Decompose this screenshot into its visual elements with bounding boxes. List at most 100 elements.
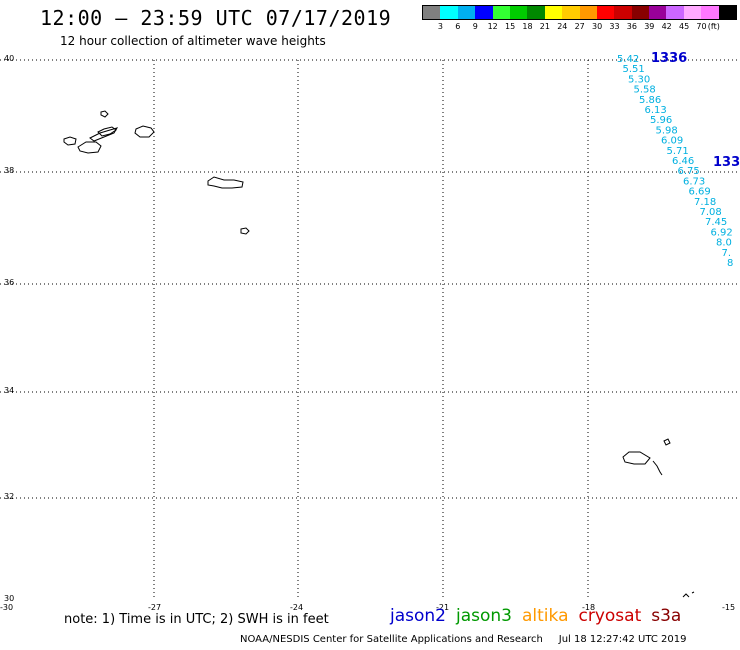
color-scale-label: 21 — [539, 22, 550, 31]
color-scale-label: 3 — [437, 22, 443, 31]
wave-height-reading: 5.51 — [623, 64, 645, 75]
wave-height-reading: 6.46 — [672, 156, 694, 167]
longitude-label: -30 — [0, 603, 13, 612]
color-swatch — [701, 6, 719, 19]
footer: NOAA/NESDIS Center for Satellite Applica… — [240, 634, 686, 645]
wave-height-reading: 7.45 — [705, 217, 727, 228]
longitude-label: -21 — [436, 603, 449, 612]
footer-timestamp: Jul 18 12:27:42 UTC 2019 — [558, 634, 687, 645]
color-swatch — [562, 6, 580, 19]
color-swatch — [718, 6, 737, 19]
latitude-label: 34 — [4, 386, 14, 395]
longitude-label: -15 — [722, 603, 735, 612]
longitude-label: -24 — [290, 603, 303, 612]
color-scale-label: 6 — [455, 22, 461, 31]
color-swatch — [509, 6, 528, 19]
axis-labels: 40 38 36 34 32 30-30 -27 -24 -21 -18 -15 — [0, 54, 735, 612]
wave-height-reading: 5.30 — [628, 74, 650, 85]
wave-height-reading: 6.73 — [683, 176, 705, 187]
color-swatch — [683, 6, 702, 19]
azores-islands — [63, 110, 695, 598]
color-swatch — [579, 6, 597, 19]
color-scale-label: 42 — [661, 22, 672, 31]
island-sao-jorge — [89, 127, 119, 142]
satellite-legend: jason2 jason3 altika cryosat s3a — [390, 606, 691, 626]
wave-height-reading: 5.58 — [634, 85, 656, 96]
wave-height-reading: 5.98 — [656, 125, 678, 136]
color-scale-label: 33 — [609, 22, 620, 31]
island-flores — [100, 110, 109, 118]
wave-height-reading: 6.92 — [711, 227, 733, 238]
latitude-label: 36 — [4, 278, 14, 287]
island-selvagens — [682, 591, 695, 598]
color-swatch — [457, 6, 476, 19]
color-scale-label: 36 — [626, 22, 637, 31]
pass-label: 1336 — [651, 51, 687, 66]
usage-note: note: 1) Time is in UTC; 2) SWH is in fe… — [64, 612, 329, 627]
map-subtitle: 12 hour collection of altimeter wave hei… — [60, 34, 326, 48]
latitude-label: 30 — [4, 594, 14, 603]
island-graciosa — [97, 126, 117, 137]
legend-altika: altika — [522, 606, 569, 626]
wave-height-reading: 8 — [727, 258, 733, 269]
island-pico — [77, 141, 102, 154]
color-scale-swatches — [422, 5, 738, 20]
wave-height-reading: 6.09 — [661, 136, 683, 147]
island-santa-maria — [240, 227, 250, 235]
color-swatch — [544, 6, 563, 19]
color-swatch — [631, 6, 650, 19]
color-swatch — [492, 6, 510, 19]
wave-height-reading: 5.71 — [667, 146, 689, 157]
island-porto-santo — [663, 438, 671, 446]
latitude-label: 38 — [4, 166, 14, 175]
satellite-track: 1336 133 5.425.515.305.585.866.135.965.9… — [617, 51, 740, 269]
color-scale-labels: 3 6 9 12 15 18 21 24 27 30 33 36 39 42 45 70 (ft) — [422, 20, 737, 32]
wave-height-readings: 5.425.515.305.585.866.135.965.986.095.71… — [617, 54, 733, 269]
color-swatch — [614, 6, 632, 19]
legend-s3a: s3a — [651, 606, 682, 626]
island-madeira — [622, 451, 651, 465]
latitude-label: 40 — [4, 54, 14, 63]
color-scale-label: 15 — [505, 22, 516, 31]
latitude-label: 32 — [4, 492, 14, 501]
color-scale-label: 18 — [522, 22, 533, 31]
wave-height-reading: 6.75 — [678, 166, 700, 177]
color-scale-label: 27 — [574, 22, 585, 31]
color-scale-label: 70 — [696, 22, 707, 31]
map-title: 12:00 – 23:59 UTC 07/17/2019 — [40, 6, 392, 30]
color-scale-label: 9 — [472, 22, 478, 31]
island-desertas — [652, 460, 663, 476]
color-scale-unit: (ft) — [707, 22, 720, 31]
color-scale: 3 6 9 12 15 18 21 24 27 30 33 36 39 42 45 70 (ft) — [422, 5, 738, 32]
island-terceira — [134, 125, 155, 138]
legend-jason3: jason3 — [456, 606, 512, 626]
graticule — [0, 59, 740, 600]
color-swatch — [596, 6, 615, 19]
color-swatch — [475, 6, 493, 19]
wave-height-reading: 7.08 — [700, 207, 722, 218]
color-swatch — [423, 6, 441, 19]
legend-jason2: jason2 — [390, 606, 446, 626]
color-scale-label: 12 — [487, 22, 498, 31]
wave-height-reading: 7. — [722, 248, 732, 259]
color-swatch — [527, 6, 545, 19]
wave-height-reading: 5.86 — [639, 95, 661, 106]
wave-height-reading: 5.96 — [650, 115, 672, 126]
island-sao-miguel — [207, 176, 244, 189]
wave-height-reading: 6.13 — [645, 105, 667, 116]
color-scale-label: 45 — [679, 22, 690, 31]
footer-credit: NOAA/NESDIS Center for Satellite Applica… — [240, 634, 543, 645]
color-swatch — [666, 6, 684, 19]
color-scale-label: 39 — [644, 22, 655, 31]
island-faial — [63, 136, 77, 146]
wave-height-reading: 5.42 — [617, 54, 639, 65]
legend-cryosat: cryosat — [578, 606, 642, 626]
longitude-label: -27 — [148, 603, 161, 612]
wave-height-reading: 8.0 — [716, 238, 732, 249]
wave-height-reading: 6.69 — [689, 187, 711, 198]
color-swatch — [440, 6, 458, 19]
color-swatch — [649, 6, 667, 19]
color-scale-label: 30 — [592, 22, 603, 31]
wave-height-reading: 7.18 — [694, 197, 716, 208]
